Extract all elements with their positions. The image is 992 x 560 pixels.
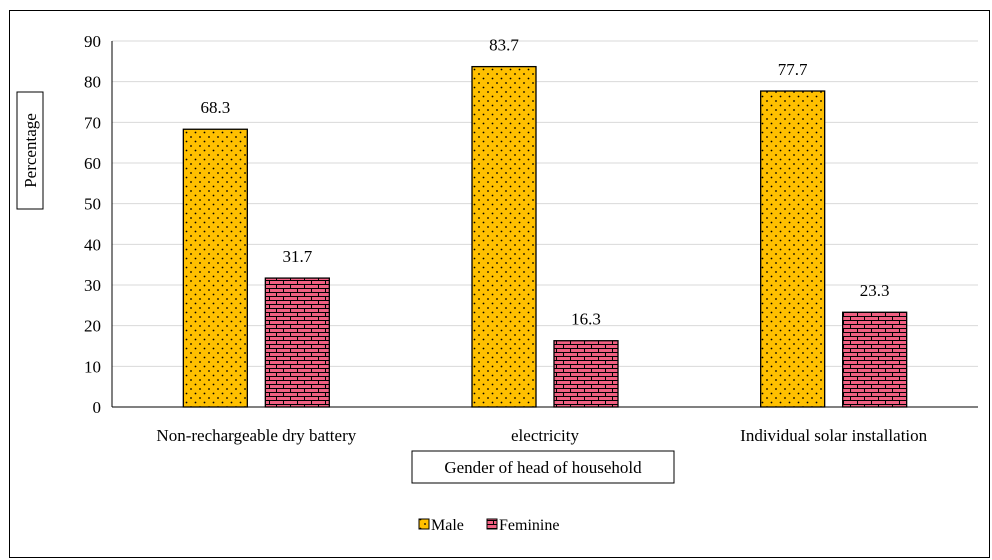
- legend-swatch-feminine: [486, 518, 498, 530]
- bar-male: [760, 90, 826, 408]
- data-label: 31.7: [282, 247, 312, 266]
- bar-feminine: [842, 311, 908, 408]
- chart-frame: [9, 10, 990, 558]
- legend-swatch-male: [418, 518, 430, 530]
- bar-male: [182, 128, 248, 408]
- legend-label: Male: [431, 517, 464, 534]
- x-tick-label: electricity: [511, 426, 579, 445]
- y-tick-label: 0: [93, 398, 102, 417]
- data-label: 77.7: [778, 60, 808, 79]
- y-tick-label: 50: [84, 195, 101, 214]
- y-tick-label: 30: [84, 276, 101, 295]
- x-axis-title: Gender of head of household: [444, 458, 642, 477]
- bar-male: [471, 65, 537, 408]
- y-tick-label: 10: [84, 357, 101, 376]
- y-axis-title: Percentage: [21, 113, 40, 188]
- legend-label: Feminine: [499, 517, 559, 534]
- data-label: 23.3: [860, 281, 890, 300]
- y-axis-title-box: [16, 91, 44, 210]
- bar-feminine: [264, 277, 330, 408]
- x-axis-title-box: [411, 450, 675, 484]
- y-tick-label: 70: [84, 113, 101, 132]
- y-tick-label: 40: [84, 235, 101, 254]
- bar-feminine: [553, 340, 619, 408]
- data-label: 83.7: [489, 36, 519, 55]
- x-tick-label: Individual solar installation: [740, 426, 927, 445]
- y-tick-label: 80: [84, 73, 101, 92]
- data-label: 16.3: [571, 310, 601, 329]
- y-tick-label: 20: [84, 317, 101, 336]
- x-tick-label: Non-rechargeable dry battery: [156, 426, 356, 445]
- y-tick-label: 60: [84, 154, 101, 173]
- data-label: 68.3: [200, 98, 230, 117]
- y-tick-label: 90: [84, 32, 101, 51]
